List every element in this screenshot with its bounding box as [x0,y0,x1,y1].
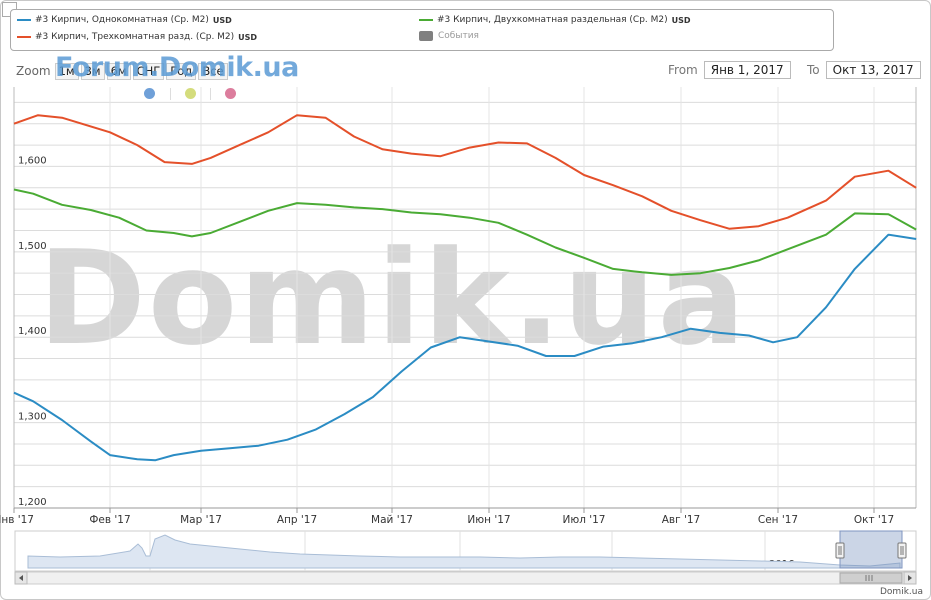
zoom-1m-button[interactable]: 1м [54,62,79,80]
y-tick-label: 1,400 [18,326,47,337]
navigator: 20082010201220142016 [14,530,917,585]
to-date-input[interactable]: Окт 13, 2017 [825,61,921,79]
range-to: To Окт 13, 2017 [807,61,921,79]
event-marker-pink[interactable] [225,88,236,99]
footer-credit: Domik.ua [880,587,923,597]
scroll-right-arrow-icon [908,575,912,581]
zoom-label: Zoom [16,64,51,78]
y-tick-label: 1,300 [18,412,47,423]
x-tick-label: Май '17 [371,514,413,526]
navigator-series-area [27,534,901,569]
x-tick-label: Мар '17 [180,514,222,526]
zoom-all-button[interactable]: Все [198,62,228,80]
series-lines [13,114,917,462]
x-tick-label: Фев '17 [89,514,130,526]
from-date-input[interactable]: Янв 1, 2017 [703,61,791,79]
event-marker-yellow[interactable] [185,88,196,99]
zoom-ytd-button[interactable]: СНГ [132,62,165,80]
forum-watermark: Forum.Domik.ua [55,52,299,83]
legend-unit: USD [212,15,232,25]
range-from: From Янв 1, 2017 [668,61,791,79]
legend-swatch [17,36,31,38]
legend-item-series-2[interactable]: #3 Кирпич, Двухкомнатная раздельная (Ср.… [419,15,691,25]
legend-label: #3 Кирпич, Однокомнатная (Ср. М2) [35,15,209,25]
legend-item-series-3[interactable]: #3 Кирпич, Трехкомнатная разд. (Ср. М2) … [17,32,257,42]
zoom-3m-button[interactable]: 3м [80,62,105,80]
from-label: From [668,63,698,77]
y-tick-label: 1,500 [18,241,47,252]
marker-separator [170,88,171,100]
x-tick-label: Янв '17 [0,514,34,526]
x-tick-label: Авг '17 [662,514,700,526]
navigator-handle-right[interactable] [897,542,907,559]
to-label: To [807,63,820,77]
event-marker-blue[interactable] [144,88,155,99]
series-line-2[interactable] [13,188,917,276]
x-tick-label: Апр '17 [277,514,317,526]
events-swatch [419,31,433,41]
legend-swatch [17,19,31,21]
navigator-selection[interactable] [839,530,903,569]
zoom-controls: Zoom 1м 3м 6м СНГ Год Все [16,62,230,80]
series-line-3[interactable] [13,233,917,462]
zoom-year-button[interactable]: Год [166,62,197,80]
scrollbar-track[interactable] [14,571,917,585]
legend-item-events[interactable]: События [419,31,479,41]
scrollbar-thumb[interactable] [839,572,903,584]
y-tick-label: 1,600 [18,155,47,166]
x-tick-label: Июн '17 [467,514,510,526]
gridlines [13,87,917,509]
x-tick-label: Сен '17 [758,514,798,526]
x-axis-ticks: Янв '17 Фев '17 Мар '17 Апр '17 Май '17 Июн '… [0,508,894,526]
navigator-handle-left[interactable] [835,542,845,559]
legend-label: #3 Кирпич, Двухкомнатная раздельная (Ср.… [437,15,668,25]
legend: #3 Кирпич, Однокомнатная (Ср. М2) USD #3… [10,9,834,51]
legend-label: События [438,31,479,41]
series-line-1[interactable] [13,114,917,230]
legend-label: #3 Кирпич, Трехкомнатная разд. (Ср. М2) [35,32,235,42]
x-tick-label: Июл '17 [563,514,606,526]
legend-unit: USD [671,15,691,25]
x-tick-label: Окт '17 [854,514,894,526]
scroll-left-arrow-icon [19,575,23,581]
y-axis-ticks: 1,200 1,300 1,400 1,500 1,600 [18,155,47,508]
marker-separator [210,88,211,100]
legend-swatch [419,19,433,21]
y-tick-label: 1,200 [18,497,47,508]
legend-item-series-1[interactable]: #3 Кирпич, Однокомнатная (Ср. М2) USD [17,15,232,25]
zoom-6m-button[interactable]: 6м [106,62,131,80]
legend-unit: USD [238,32,258,42]
